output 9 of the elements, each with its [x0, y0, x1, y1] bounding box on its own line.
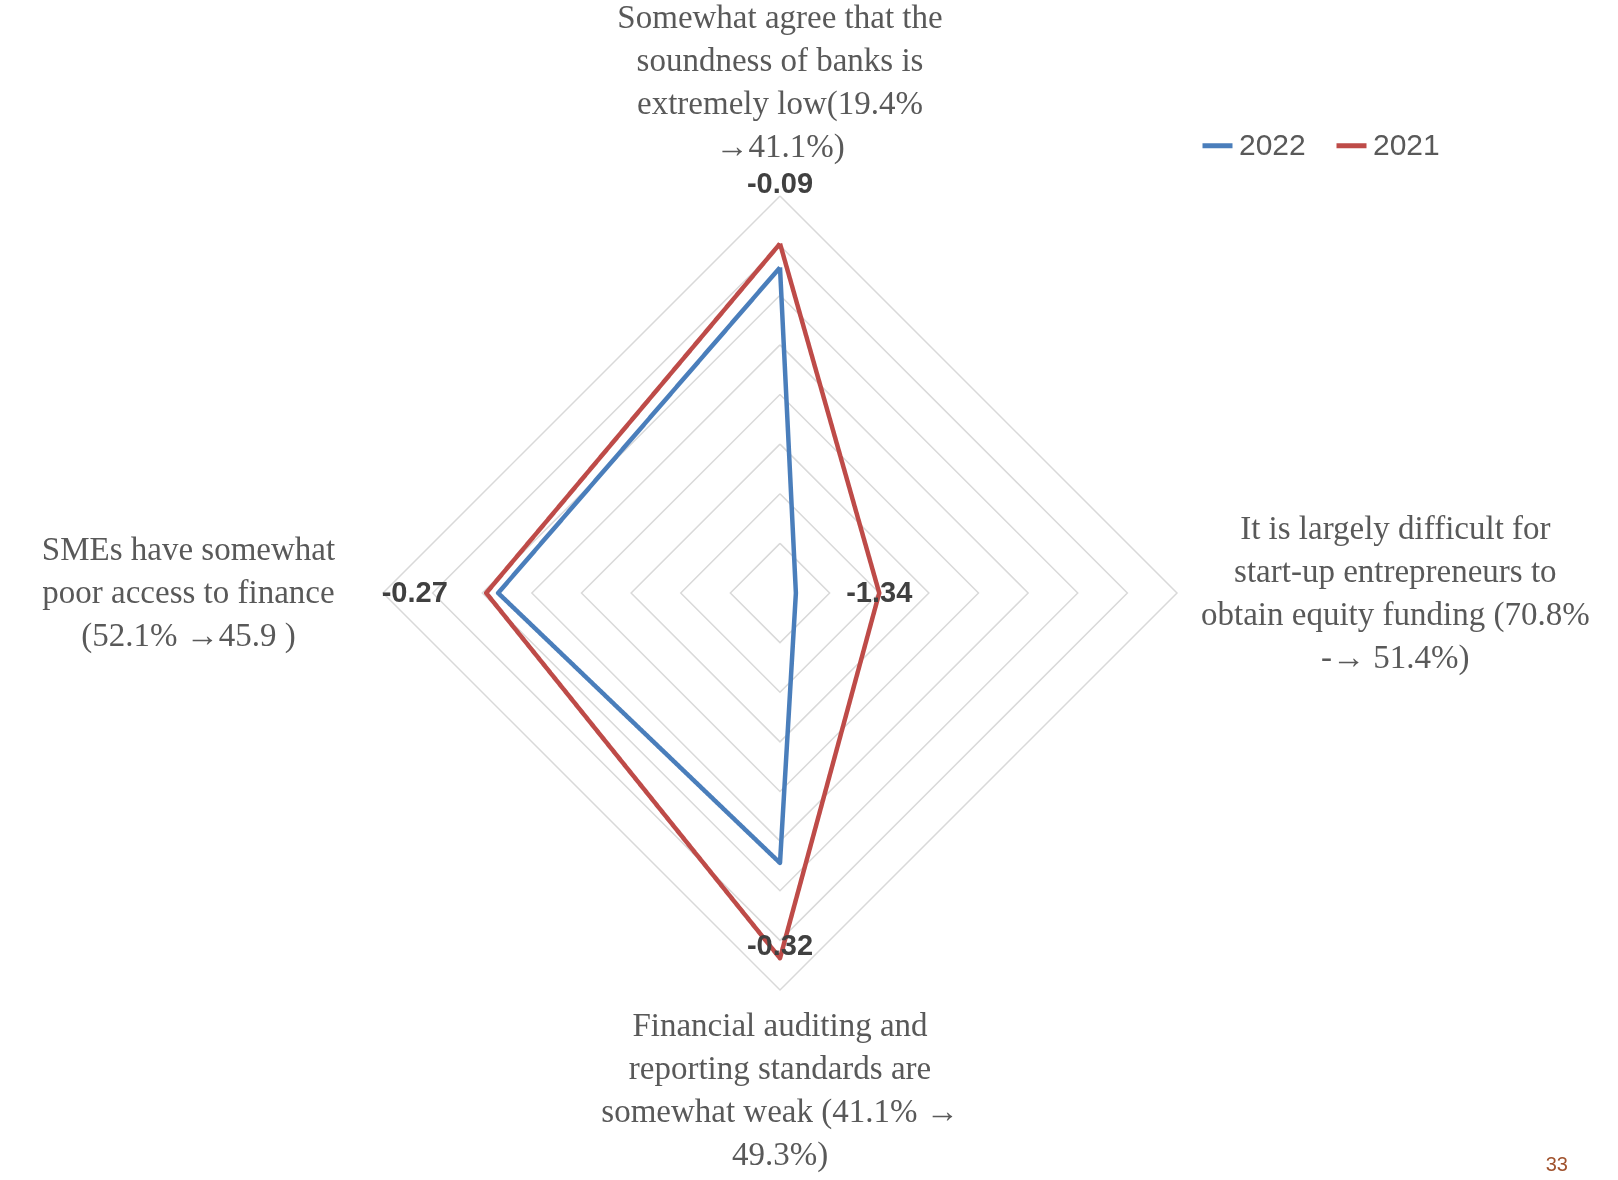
spoke-label: It is largely difficult for start-up entrepreneurs to obtain equity funding (70.8% -→ 51.4%)	[1201, 509, 1590, 676]
text: -0.09	[746, 167, 814, 200]
spoke-label: SMEs have somewhat poor access to finance (52.1% →45.9 )	[41, 531, 336, 654]
spoke-label: Financial auditing and reporting standards are somewhat weak (41.1% → 49.3%)	[601, 1006, 959, 1173]
legend-label: 2022	[1239, 127, 1306, 161]
text: -0.27	[381, 576, 448, 608]
spoke-label: Somewhat agree that the soundness of banks is extremely low(19.4% →41.1%)	[617, 0, 943, 166]
text: 33	[1545, 1153, 1568, 1175]
legend-label: 2021	[1373, 127, 1440, 161]
